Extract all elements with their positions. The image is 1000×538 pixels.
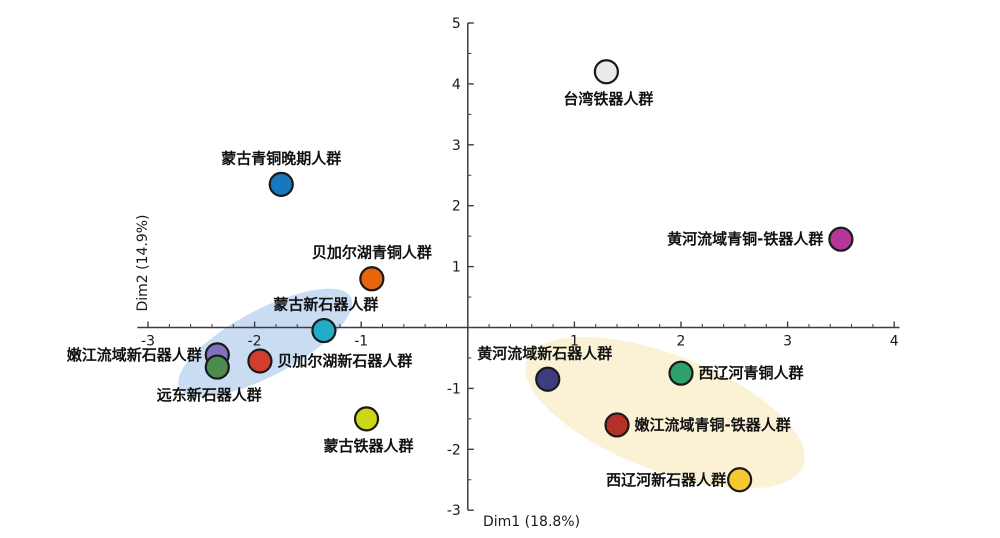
data-point-label-nenjiang-bronze-iron: 嫩江流域青铜-铁器人群	[634, 415, 791, 434]
x-axis-label: Dim1 (18.8%)	[483, 514, 581, 530]
x-tick-label: -3	[141, 334, 155, 350]
data-point-label-mongolia-neolithic: 蒙古新石器人群	[273, 295, 379, 314]
y-tick-label: 5	[452, 16, 461, 32]
data-point-label-mongolia-iron: 蒙古铁器人群	[323, 437, 414, 456]
data-point-fareast-neolithic	[204, 354, 230, 380]
x-tick-label: 1	[570, 334, 579, 350]
data-point-label-taiwan-iron: 台湾铁器人群	[563, 90, 654, 109]
data-point-yellow-river-neolithic	[535, 366, 561, 392]
data-point-mongolia-iron	[353, 406, 380, 432]
data-point-label-mongolia-late-bronze: 蒙古青铜晚期人群	[221, 149, 342, 168]
data-point-taiwan-iron	[593, 59, 619, 85]
data-point-label-west-liao-neolithic: 西辽河新石器人群	[606, 470, 727, 489]
y-tick-label: 4	[452, 77, 461, 93]
x-tick-label: -1	[354, 334, 368, 350]
data-point-baikal-bronze	[359, 266, 385, 292]
data-point-label-nenjiang-neolithic: 嫩江流域新石器人群	[66, 345, 202, 364]
x-tick-label: -2	[248, 334, 262, 350]
y-tick-label: -1	[447, 381, 461, 397]
x-tick-label: 4	[890, 334, 899, 350]
data-point-label-baikal-neolithic: 贝加尔湖新石器人群	[277, 351, 413, 370]
data-point-west-liao-neolithic	[727, 467, 753, 493]
data-point-mongolia-neolithic	[311, 317, 337, 344]
data-point-label-west-liao-bronze: 西辽河青铜人群	[698, 363, 804, 382]
data-point-label-yellow-river-bronze-iron: 黄河流域青铜-铁器人群	[667, 229, 824, 248]
data-point-label-yellow-river-neolithic: 黄河流域新石器人群	[477, 344, 613, 363]
y-tick-label: 2	[452, 199, 461, 215]
data-point-label-baikal-bronze: 贝加尔湖青铜人群	[311, 243, 432, 262]
y-axis-label: Dim2 (14.9%)	[135, 214, 151, 312]
data-point-yellow-river-bronze-iron	[828, 226, 854, 252]
y-tick-label: -2	[447, 442, 461, 458]
x-tick-label: 2	[677, 334, 686, 350]
data-point-label-fareast-neolithic: 远东新石器人群	[156, 385, 262, 404]
cluster-ellipse-east-asian-cluster	[525, 336, 805, 489]
data-point-west-liao-bronze	[668, 360, 694, 386]
y-tick-label: 1	[452, 260, 461, 276]
y-tick-label: 3	[452, 138, 461, 154]
y-tick-label: -3	[447, 503, 461, 519]
data-point-baikal-neolithic	[247, 348, 273, 374]
x-tick-label: 3	[783, 334, 792, 350]
data-point-nenjiang-bronze-iron	[604, 412, 630, 438]
data-point-mongolia-late-bronze	[268, 171, 294, 197]
